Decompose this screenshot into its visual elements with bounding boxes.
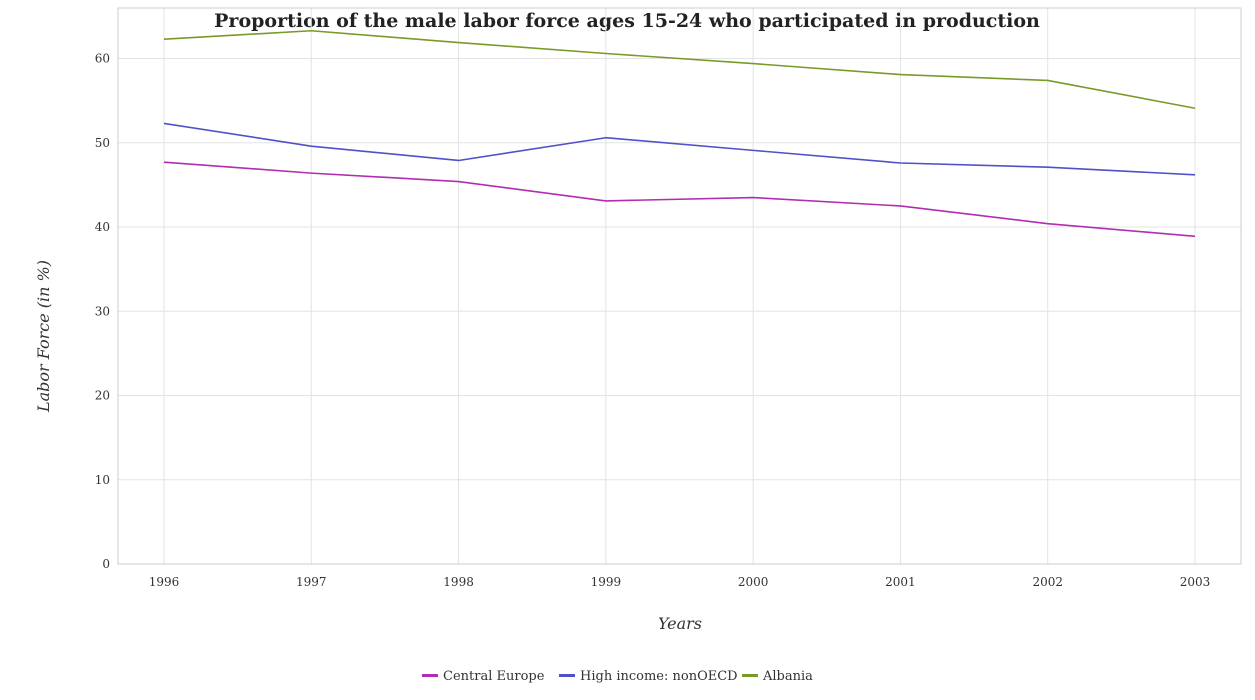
y-tick-label: 20 (95, 389, 110, 403)
y-tick-labels: 0 10 20 30 40 50 60 (95, 52, 110, 571)
series-line-high-income-nonoecd (163, 122, 1196, 176)
x-tick-label: 2001 (885, 575, 916, 589)
legend-swatch-central-europe (422, 674, 438, 677)
legend: Central Europe High income: nonOECD Albani… (422, 669, 813, 684)
legend-label-central-europe: Central Europe (443, 669, 545, 684)
legend-label-high-income-nonoecd: High income: nonOECD (580, 669, 738, 684)
y-axis-label: Labor Force (in %) (34, 260, 53, 413)
x-tick-label: 1996 (149, 575, 180, 589)
gridlines (118, 8, 1241, 565)
x-tick-label: 2002 (1032, 575, 1063, 589)
y-tick-label: 10 (95, 473, 110, 487)
legend-label-albania: Albania (762, 669, 813, 684)
series-line-albania (163, 29, 1196, 110)
x-tick-labels: 1996 1997 1998 1999 2000 2001 2002 2003 (149, 575, 1211, 589)
legend-swatch-albania (742, 674, 758, 677)
y-tick-label: 60 (95, 52, 110, 66)
series-line-central-europe (163, 161, 1196, 238)
x-tick-label: 1997 (296, 575, 327, 589)
x-tick-label: 2003 (1180, 575, 1211, 589)
x-axis-label: Years (658, 614, 702, 633)
series-lines (163, 29, 1196, 238)
y-tick-label: 30 (95, 304, 110, 318)
x-tick-label: 1998 (443, 575, 474, 589)
x-tick-label: 1999 (591, 575, 622, 589)
x-tick-label: 2000 (738, 575, 769, 589)
plot-frame (117, 7, 1242, 565)
chart-title: Proportion of the male labor force ages … (214, 10, 1040, 32)
y-tick-label: 40 (95, 220, 110, 234)
y-tick-label: 50 (95, 136, 110, 150)
legend-swatch-high-income-nonoecd (559, 674, 575, 677)
y-tick-label: 0 (102, 557, 110, 571)
